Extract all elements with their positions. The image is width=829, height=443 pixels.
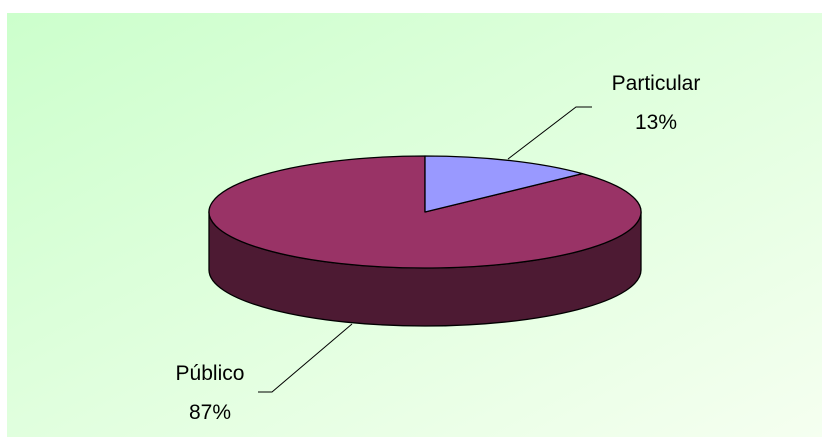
data-label-particular-value: 13% [635,111,677,134]
leader-line-publico [258,323,353,393]
data-label-publico-value: 87% [189,401,231,424]
data-label-particular-name: Particular [612,72,701,95]
slice-particular [424,155,584,213]
data-label-publico-name: Público [176,362,245,385]
leader-line-particular [507,106,592,160]
